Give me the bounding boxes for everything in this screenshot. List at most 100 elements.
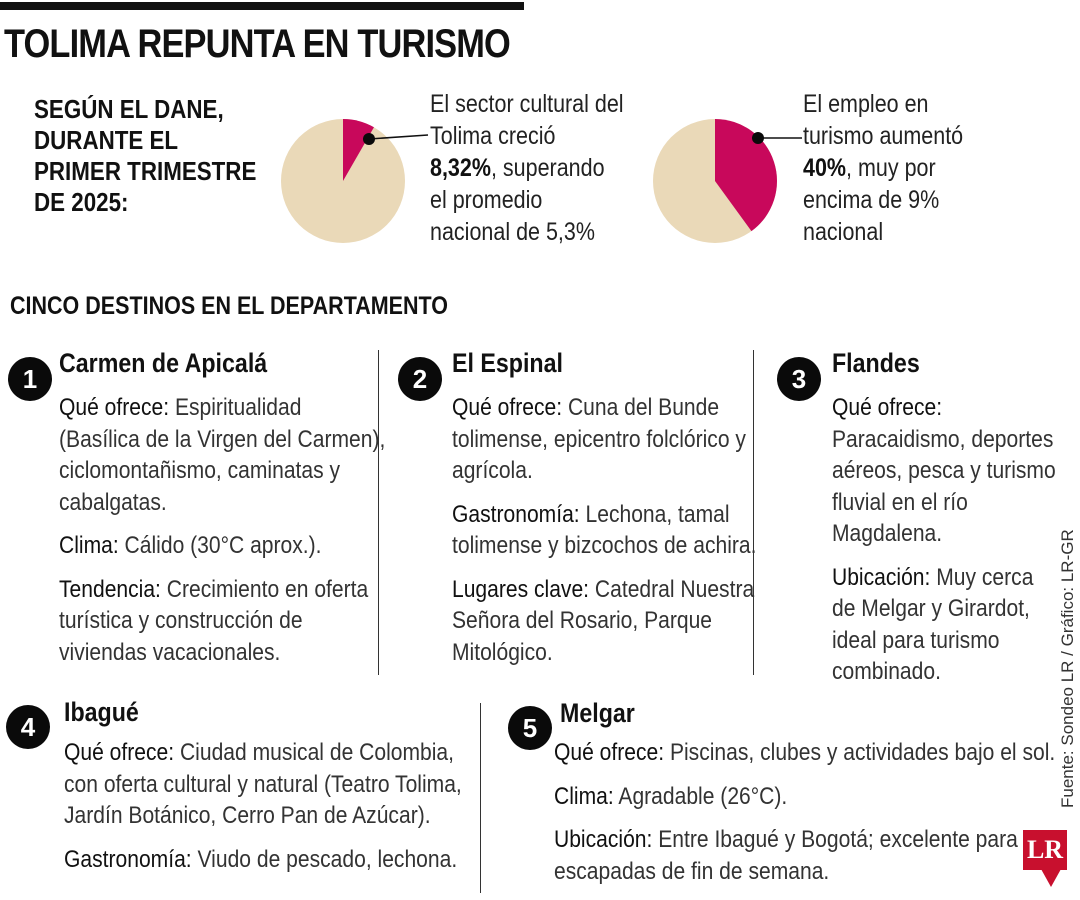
field-text: tolimense y bizcochos de achira. xyxy=(452,532,757,559)
destination-details: Qué ofrece: Espiritualidad (Basílica de l… xyxy=(59,392,385,680)
field-text: ciclomontañismo, caminatas y xyxy=(59,457,341,484)
field-text: (Basílica de la Virgen del Carmen), xyxy=(59,425,386,453)
stat-tourism-employment: El empleo en turismo aumentó 40%, muy po… xyxy=(803,88,963,248)
field-label: Ubicación: xyxy=(832,563,931,591)
field-label: Qué ofrece: xyxy=(64,739,175,766)
field-text: Cálido (30°C aprox.). xyxy=(118,532,322,559)
stat-line: 8,32%, superando xyxy=(430,152,624,184)
stat-text: , superando xyxy=(490,154,605,182)
field-text: con oferta cultural y natural (Teatro To… xyxy=(64,770,462,798)
field-text: Entre Ibagué y Bogotá; excelente para xyxy=(652,826,1018,853)
paragraph-line: Lugares clave: Catedral Nuestra xyxy=(452,574,757,606)
paragraph-line: Clima: Agradable (26°C). xyxy=(554,781,1055,813)
field-text: cabalgatas. xyxy=(59,488,167,516)
field-text: Muy cerca xyxy=(930,563,1034,591)
intro-line: SEGÚN EL DANE, xyxy=(34,94,224,124)
paragraph-line: tolimense y bizcochos de achira. xyxy=(452,530,757,562)
field-text: Crecimiento en oferta xyxy=(160,575,369,603)
column-divider xyxy=(480,703,481,893)
column-divider xyxy=(378,350,379,675)
paragraph-line: aéreos, pesca y turismo xyxy=(832,455,1056,487)
destination-name: Ibagué xyxy=(64,697,139,727)
paragraph-line: Paracaidismo, deportes xyxy=(832,424,1056,456)
field-label: Qué ofrece: xyxy=(832,394,943,421)
paragraph-line: Mitológico. xyxy=(452,637,757,669)
destination-number-badge: 2 xyxy=(398,357,442,401)
field-text: combinado. xyxy=(832,658,941,685)
destination-paragraph: Clima: Agradable (26°C). xyxy=(554,781,1055,813)
destination-number-badge: 4 xyxy=(6,705,50,749)
field-text: Cuna del Bunde xyxy=(562,394,720,421)
paragraph-line: ciclomontañismo, caminatas y xyxy=(59,455,385,487)
paragraph-line: escapadas de fin de semana. xyxy=(554,856,1055,888)
destination-details: Qué ofrece: Piscinas, clubes y actividad… xyxy=(554,737,1055,899)
field-label: Lugares clave: xyxy=(452,575,590,603)
destination-details: Qué ofrece: Paracaidismo, deportes aéreos,… xyxy=(832,392,1056,700)
field-text: Agradable (26°C). xyxy=(613,782,788,810)
field-label: Qué ofrece: xyxy=(554,739,665,766)
field-text: tolimense, epicentro folclórico y xyxy=(452,425,746,453)
destination-paragraph: Lugares clave: Catedral Nuestra Señora de… xyxy=(452,574,757,669)
field-label: Qué ofrece: xyxy=(452,394,563,421)
field-text: Ciudad musical de Colombia, xyxy=(174,739,454,766)
field-text: agrícola. xyxy=(452,457,533,484)
top-rule xyxy=(0,2,524,10)
destination-name: Melgar xyxy=(560,698,635,728)
field-label: Gastronomía: xyxy=(64,845,192,873)
callout-connector xyxy=(363,133,429,145)
page-title: TOLIMA REPUNTA EN TURISMO xyxy=(4,22,511,66)
destination-number-badge: 5 xyxy=(508,706,552,750)
pie-chart-tourism-employment xyxy=(653,119,777,243)
destination-paragraph: Ubicación: Muy cerca de Melgar y Girardot… xyxy=(832,562,1056,688)
destination-paragraph: Gastronomía: Lechona, tamal tolimense y b… xyxy=(452,499,757,562)
stat-line: El empleo en xyxy=(803,90,929,118)
field-label: Clima: xyxy=(59,532,119,559)
stat-text: , muy por xyxy=(846,154,936,182)
stat-line: nacional de 5,3% xyxy=(430,218,595,246)
field-label: Qué ofrece: xyxy=(59,394,170,421)
field-text: Jardín Botánico, Cerro Pan de Azúcar). xyxy=(64,802,431,829)
intro-text: SEGÚN EL DANE, DURANTE EL PRIMER TRIMEST… xyxy=(34,94,256,218)
field-text: de Melgar y Girardot, xyxy=(832,595,1030,622)
field-text: Mitológico. xyxy=(452,638,553,666)
stat-line: nacional xyxy=(803,218,884,246)
paragraph-line: Magdalena. xyxy=(832,518,1056,550)
stat-line: El sector cultural del xyxy=(430,90,624,118)
destination-paragraph: Qué ofrece: Espiritualidad (Basílica de l… xyxy=(59,392,385,518)
destination-paragraph: Qué ofrece: Cuna del Bunde tolimense, epi… xyxy=(452,392,757,487)
field-text: Paracaidismo, deportes xyxy=(832,425,1054,453)
field-text: fluvial en el río xyxy=(832,488,968,516)
intro-line: DE 2025: xyxy=(34,187,129,217)
paragraph-line: tolimense, epicentro folclórico y xyxy=(452,424,757,456)
stat-line: el promedio xyxy=(430,186,543,214)
field-text: turística y construcción de xyxy=(59,607,303,634)
pie-slice-employment-growth xyxy=(715,119,777,232)
stat-value: 8,32% xyxy=(430,154,491,182)
paragraph-line: fluvial en el río xyxy=(832,487,1056,519)
paragraph-line: con oferta cultural y natural (Teatro To… xyxy=(64,769,462,801)
destination-details: Qué ofrece: Ciudad musical de Colombia, c… xyxy=(64,737,462,887)
paragraph-line: combinado. xyxy=(832,656,1056,688)
field-text: aéreos, pesca y turismo xyxy=(832,457,1056,484)
paragraph-line: cabalgatas. xyxy=(59,487,385,519)
field-text: ideal para turismo xyxy=(832,626,1000,654)
paragraph-line: ideal para turismo xyxy=(832,625,1056,657)
paragraph-line: Tendencia: Crecimiento en oferta xyxy=(59,574,385,606)
destination-number-badge: 1 xyxy=(8,357,52,401)
field-label: Tendencia: xyxy=(59,575,161,603)
paragraph-line: Gastronomía: Lechona, tamal xyxy=(452,499,757,531)
stat-value: 40% xyxy=(803,154,847,182)
section-subtitle: CINCO DESTINOS EN EL DEPARTAMENTO xyxy=(10,292,449,320)
destination-details: Qué ofrece: Cuna del Bunde tolimense, epi… xyxy=(452,392,757,680)
paragraph-line: Ubicación: Entre Ibagué y Bogotá; excele… xyxy=(554,824,1055,856)
paragraph-line: (Basílica de la Virgen del Carmen), xyxy=(59,424,385,456)
field-text: Viudo de pescado, lechona. xyxy=(191,845,458,873)
paragraph-line: Qué ofrece: Ciudad musical de Colombia, xyxy=(64,737,462,769)
paragraph-line: Qué ofrece: xyxy=(832,392,1056,424)
paragraph-line: Qué ofrece: Espiritualidad xyxy=(59,392,385,424)
stat-line: turismo aumentó xyxy=(803,122,964,150)
intro-line: PRIMER TRIMESTRE xyxy=(34,156,257,186)
destination-paragraph: Gastronomía: Viudo de pescado, lechona. xyxy=(64,844,462,876)
destination-paragraph: Qué ofrece: Paracaidismo, deportes aéreos,… xyxy=(832,392,1056,550)
paragraph-line: Qué ofrece: Cuna del Bunde xyxy=(452,392,757,424)
